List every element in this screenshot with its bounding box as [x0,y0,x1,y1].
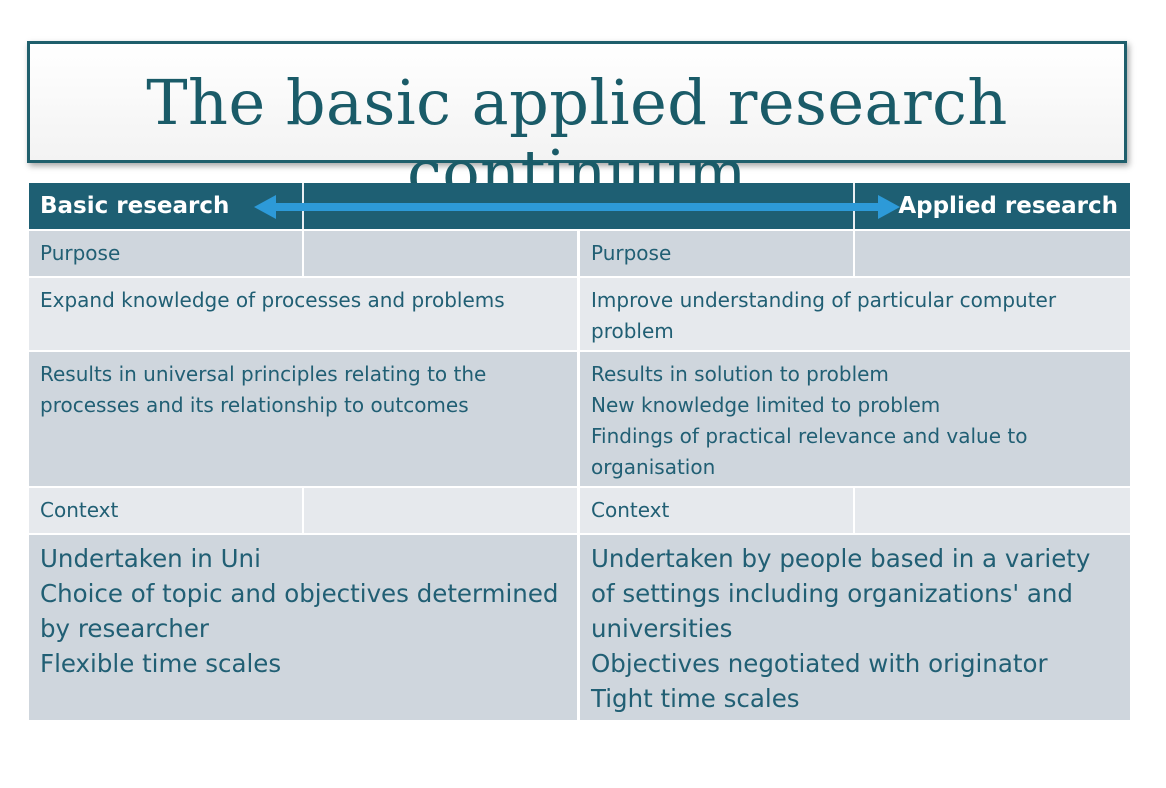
slide-title-box: The basic applied research continuum [27,41,1127,208]
applied-research-label: Applied research [898,193,1118,219]
basic-results-text: Results in universal principles relating… [29,352,577,486]
empty-cell [855,488,1130,533]
slide-title: The basic applied research continuum [146,66,1008,209]
applied-context-text: Undertaken by people based in a variety … [580,535,1130,720]
applied-purpose-heading: Purpose [580,231,853,276]
basic-context-heading: Context [29,488,302,533]
table-header: Basic research Applied research [29,183,1130,229]
basic-research-label: Basic research [40,193,230,219]
empty-cell [855,231,1130,276]
basic-purpose-text: Expand knowledge of processes and proble… [29,278,577,350]
empty-cell [304,231,577,276]
applied-results-text: Results in solution to problem New knowl… [580,352,1130,486]
applied-purpose-text: Improve understanding of particular comp… [580,278,1130,350]
comparison-table: Basic research Applied research Purpose … [29,183,1130,720]
applied-context-heading: Context [580,488,853,533]
double-arrow-icon [254,195,900,219]
basic-purpose-heading: Purpose [29,231,302,276]
basic-context-text: Undertaken in Uni Choice of topic and ob… [29,535,577,720]
empty-cell [304,488,577,533]
